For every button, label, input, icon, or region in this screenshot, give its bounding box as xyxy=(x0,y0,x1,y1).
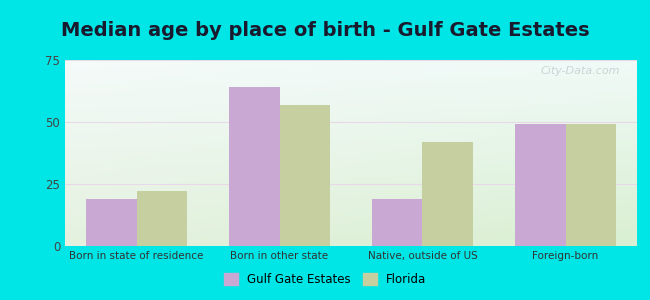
Bar xyxy=(515,124,566,246)
Bar xyxy=(422,142,473,246)
Bar xyxy=(566,124,616,246)
Bar xyxy=(372,199,423,246)
Bar xyxy=(229,87,280,246)
Text: Median age by place of birth - Gulf Gate Estates: Median age by place of birth - Gulf Gate… xyxy=(60,21,590,40)
Bar xyxy=(280,105,330,246)
Legend: Gulf Gate Estates, Florida: Gulf Gate Estates, Florida xyxy=(219,268,431,291)
Bar xyxy=(86,199,136,246)
Text: City-Data.com: City-Data.com xyxy=(540,66,620,76)
Bar xyxy=(136,191,187,246)
